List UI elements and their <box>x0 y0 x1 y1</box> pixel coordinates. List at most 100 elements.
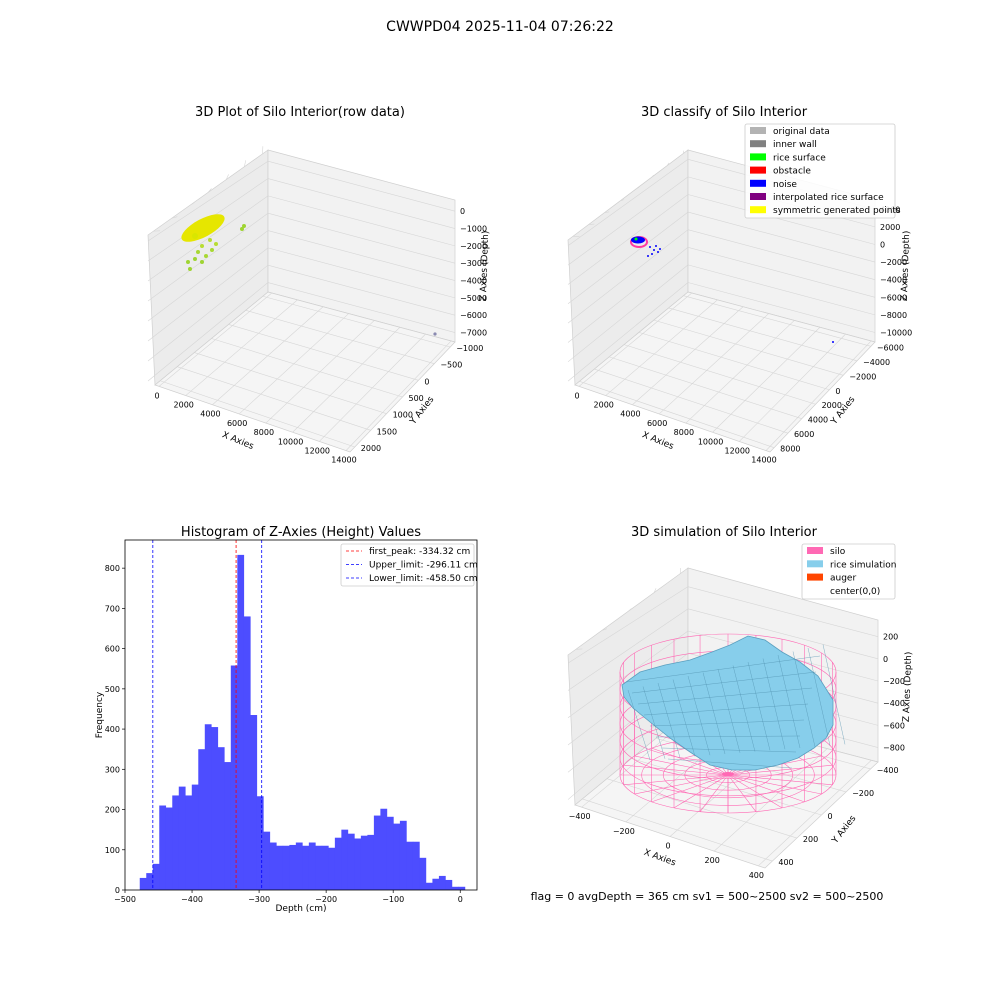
histogram-ticks: −500 −400 −300 −200 −100 0 0 100 200 300 400 500 600… <box>105 564 463 904</box>
y-tick-label: 8000 <box>780 445 800 454</box>
rice-mesh-line <box>661 747 797 753</box>
y-tick-label: 1500 <box>377 427 397 436</box>
x-tick-label: 0 <box>665 842 670 851</box>
silo-base-spoke <box>699 774 729 812</box>
histogram-bar <box>256 796 264 890</box>
legend-swatch <box>750 179 766 187</box>
silo-base-spoke <box>651 747 729 776</box>
raw-3d-point-cloud <box>181 214 225 242</box>
z-tick-label: 0 <box>460 207 465 216</box>
raw-3d-floor-pane <box>154 291 456 453</box>
grid-line <box>609 356 802 419</box>
classify-3d-noise-point <box>647 255 649 257</box>
silo-base-spoke <box>634 755 729 776</box>
x-tick-label: 0 <box>574 391 579 400</box>
grid-line <box>653 319 844 376</box>
raw-3d-xlabel: X Axies <box>220 430 255 452</box>
histogram-bar <box>399 820 407 890</box>
grid-line <box>739 333 846 442</box>
grid-line <box>245 310 435 364</box>
histogram-bar <box>224 762 232 890</box>
grid-line <box>567 247 689 343</box>
x-tick-label: 2000 <box>594 401 614 410</box>
rice-surface-gridlines <box>625 644 846 769</box>
histogram-bar <box>458 886 466 890</box>
silo-base-spoke <box>727 774 805 803</box>
histogram-bar <box>419 857 427 890</box>
histogram-bar <box>315 845 323 890</box>
x-tick-label: 14000 <box>751 456 776 465</box>
classify-3d-noise-point <box>649 246 651 248</box>
y-tick-label: 500 <box>105 685 120 694</box>
grid-line <box>588 223 595 225</box>
legend-label: first_peak: -334.32 cm <box>369 547 470 557</box>
x-tick-label: −200 <box>613 827 635 836</box>
x-tick-label: 400 <box>749 871 764 880</box>
raw-3d-point <box>242 224 246 228</box>
histogram-bar <box>438 875 446 890</box>
silo-base-spoke <box>651 774 729 803</box>
grid-line <box>147 160 269 242</box>
histogram-bar <box>308 842 316 890</box>
histogram-bar <box>451 886 459 890</box>
grid-line <box>623 344 816 405</box>
grid-line <box>567 159 689 247</box>
z-tick-label: 200 <box>883 633 898 642</box>
raw-3d-point <box>433 332 437 336</box>
histogram-legend: first_peak: -334.32 cm Upper_limit: -296.… <box>340 543 478 587</box>
silo-base-spoke <box>634 774 729 795</box>
rice-mesh-line <box>655 735 801 738</box>
rice-mesh-line <box>747 661 771 751</box>
z-tick-label: 2000 <box>880 223 900 232</box>
classify-3d-noise-point <box>657 251 659 253</box>
raw-3d-points <box>181 214 437 336</box>
z-tick-label: −4000 <box>460 277 487 286</box>
grid-line <box>147 212 269 302</box>
z-tick-label: −2000 <box>460 242 487 251</box>
histogram-bar <box>159 805 167 890</box>
x-tick-label: 0 <box>458 895 463 904</box>
simulation-legend: silo rice simulation auger center(0,0) <box>801 543 896 600</box>
grid-line <box>267 195 456 247</box>
histogram-bar <box>172 795 180 890</box>
classify-3d-noise-point <box>653 249 655 251</box>
histogram-xlabel: Depth (cm) <box>275 904 326 914</box>
x-tick-label: 8000 <box>254 428 274 437</box>
silo-base-spoke <box>673 774 729 809</box>
rice-mesh-line <box>807 647 831 746</box>
x-tick-label: 2000 <box>174 401 194 410</box>
x-tick-label: −400 <box>569 812 591 821</box>
raw-3d-point <box>208 238 212 242</box>
silo-base-spoke <box>727 774 822 795</box>
histogram-bar <box>282 845 290 890</box>
grid-line <box>147 282 269 382</box>
histogram-bar <box>341 829 349 890</box>
grid-line <box>687 282 876 333</box>
histogram-bar <box>243 616 251 890</box>
rice-mesh-line <box>625 655 821 683</box>
grid-line <box>632 306 744 405</box>
histogram-legend-items: first_peak: -334.32 cm Upper_limit: -296.… <box>346 547 478 584</box>
simulation-3d-title: 3D simulation of Silo Interior <box>631 525 818 540</box>
histogram-bar <box>321 845 329 890</box>
histogram-bar <box>328 847 336 890</box>
grid-line <box>683 295 871 347</box>
grid-line <box>177 366 371 431</box>
histogram-bar <box>412 841 420 890</box>
y-tick-label: 4000 <box>808 416 828 425</box>
grid-line <box>579 381 775 448</box>
y-tick-label: 300 <box>105 765 120 774</box>
rice-mesh-line <box>732 665 756 752</box>
grid-line <box>687 229 876 280</box>
rice-mesh-line <box>777 654 801 749</box>
grid-line <box>567 211 689 305</box>
classify-legend-box <box>744 123 896 219</box>
histogram-bar <box>230 665 238 890</box>
raw-3d-point <box>193 257 197 261</box>
classify-3d-point <box>634 237 638 241</box>
histogram-bar <box>393 823 401 890</box>
y-tick-label: 800 <box>105 564 120 573</box>
y-tick-label: 2000 <box>361 444 381 453</box>
silo-base-spoke <box>727 774 783 809</box>
